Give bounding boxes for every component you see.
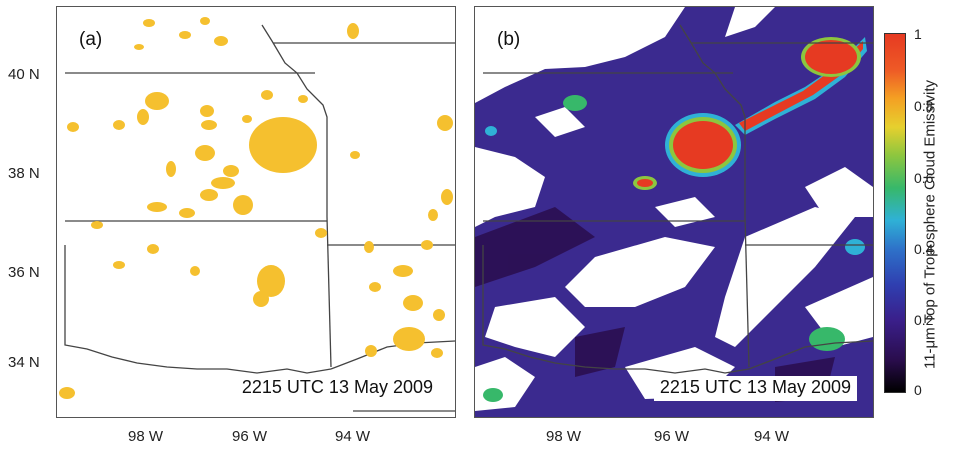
satellite-mask-map — [59, 17, 455, 412]
colorbar-tick-0-4: 0.4 — [914, 241, 934, 257]
lon-tick-98w-a: 98 W — [128, 428, 164, 445]
boundary-oklahoma-arkansas — [326, 216, 332, 368]
lat-tick-36n: 36 N — [8, 264, 40, 281]
colorbar-label: 11-μm Top of Troposphere Cloud Emissivit… — [921, 79, 939, 370]
high-emissivity-core — [483, 37, 867, 402]
lon-tick-94w-b: 94 W — [754, 428, 790, 445]
boundary-arkansas-louisiana — [330, 340, 455, 370]
panel-label-a: (a) — [79, 29, 103, 50]
boundary-missouri-river — [261, 24, 328, 217]
timestamp-a: 2215 UTC 13 May 2009 — [235, 376, 439, 401]
lon-tick-94w-a: 94 W — [335, 428, 371, 445]
colorbar-tick-0-2: 0.2 — [914, 312, 934, 328]
lon-tick-98w-b: 98 W — [546, 428, 582, 445]
boundary-oklahoma-arkansas-b — [744, 216, 750, 368]
cloud-mask — [59, 17, 453, 399]
lat-tick-34n: 34 N — [8, 354, 40, 371]
boundary-red-river — [64, 245, 332, 374]
lat-tick-40n: 40 N — [8, 66, 40, 83]
emissivity-colorbar — [884, 33, 906, 393]
boundary-missouri-river-b — [679, 24, 746, 217]
panel-label-b: (b) — [497, 29, 521, 50]
emissivity-map — [475, 7, 873, 417]
colorbar-tick-1: 1 — [914, 26, 922, 42]
map-panel-b: (b) 2215 UTC 13 May 2009 — [474, 6, 874, 418]
boundary-arkansas-louisiana-b — [748, 340, 873, 370]
lat-tick-38n: 38 N — [8, 165, 40, 182]
map-panel-a: (a) 2215 UTC 13 May 2009 — [56, 6, 456, 418]
boundary-red-river-b — [482, 245, 750, 374]
timestamp-b: 2215 UTC 13 May 2009 — [653, 376, 857, 401]
colorbar-tick-0-8: 0.8 — [914, 98, 934, 114]
lon-tick-96w-b: 96 W — [654, 428, 690, 445]
colorbar-tick-0-6: 0.6 — [914, 170, 934, 186]
lon-tick-96w-a: 96 W — [232, 428, 268, 445]
colorbar-tick-0: 0 — [914, 382, 922, 398]
